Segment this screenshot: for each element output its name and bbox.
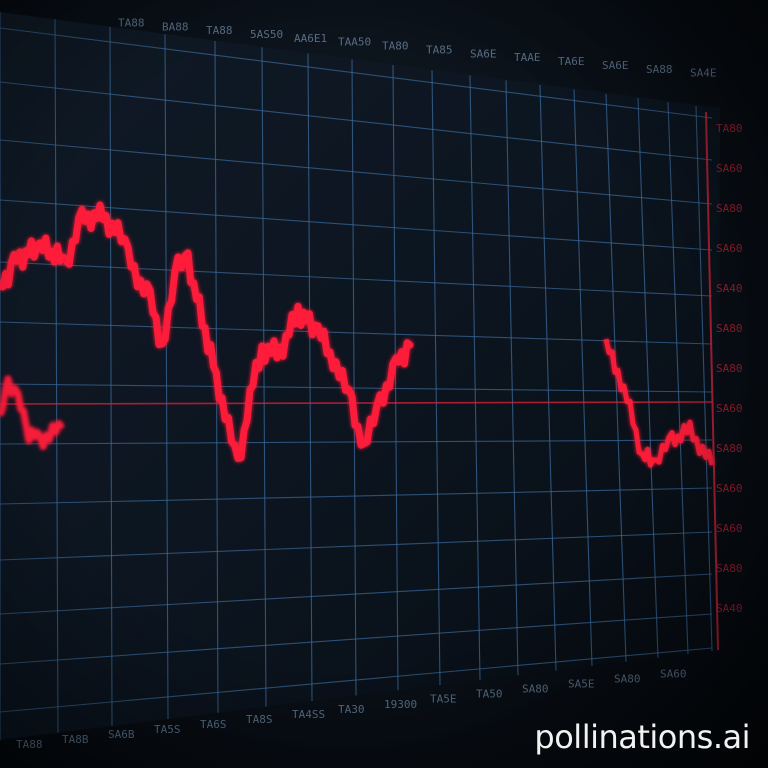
right-axis-label: SA80 bbox=[716, 442, 743, 455]
footer-label: TA6S bbox=[200, 718, 227, 731]
footer-label: TA88 bbox=[16, 738, 43, 751]
footer-label: TA30 bbox=[338, 703, 365, 716]
right-axis-label: SA60 bbox=[716, 402, 743, 415]
footer-label: SA80 bbox=[522, 683, 549, 696]
header-label: SA6E bbox=[470, 47, 497, 60]
right-axis-label: SA80 bbox=[716, 202, 743, 215]
footer-label: SA6B bbox=[108, 728, 135, 741]
right-axis-label: SA80 bbox=[716, 362, 743, 375]
footer-label: TA8B bbox=[62, 733, 89, 746]
header-label: TAA50 bbox=[338, 36, 371, 49]
footer-label: TA50 bbox=[476, 688, 503, 701]
right-axis-labels: TA80 SA60 SA80 SA60 SA40 SA80 SA80 SA60 SA80 SA60… bbox=[716, 122, 743, 615]
footer-label: TA5S bbox=[154, 723, 181, 736]
right-axis-label: SA80 bbox=[716, 562, 743, 575]
header-label: SA6E bbox=[602, 59, 629, 72]
right-axis-label: SA80 bbox=[716, 322, 743, 335]
header-label: AA6E1 bbox=[294, 32, 327, 45]
header-label: 5AS50 bbox=[250, 28, 283, 41]
header-label: TA88 bbox=[206, 24, 233, 37]
right-axis-label: SA60 bbox=[716, 482, 743, 495]
header-label: TA80 bbox=[382, 40, 409, 53]
footer-label: 19300 bbox=[384, 698, 417, 711]
right-axis-label: SA40 bbox=[716, 282, 743, 295]
watermark-text: pollinations.ai bbox=[534, 718, 750, 756]
header-label: SA88 bbox=[646, 63, 673, 76]
header-label: TA85 bbox=[426, 43, 453, 56]
header-label: TA6E bbox=[558, 55, 585, 68]
footer-label: TA4SS bbox=[292, 708, 325, 721]
right-axis-label: TA80 bbox=[716, 122, 743, 135]
header-label: TA88 bbox=[118, 16, 145, 29]
right-axis-label: SA40 bbox=[716, 602, 743, 615]
footer-label: SA80 bbox=[614, 672, 641, 685]
footer-label: SA5E bbox=[568, 678, 595, 691]
right-axis-label: SA60 bbox=[716, 522, 743, 535]
footer-label: TA5E bbox=[430, 693, 457, 706]
header-label: SA4E bbox=[690, 67, 717, 80]
footer-label: SA60 bbox=[660, 667, 687, 680]
footer-label: TA8S bbox=[246, 713, 273, 726]
header-label: BA88 bbox=[162, 20, 189, 33]
right-axis-label: SA60 bbox=[716, 162, 743, 175]
header-label: TAAE bbox=[514, 51, 541, 64]
right-axis-label: SA60 bbox=[716, 242, 743, 255]
